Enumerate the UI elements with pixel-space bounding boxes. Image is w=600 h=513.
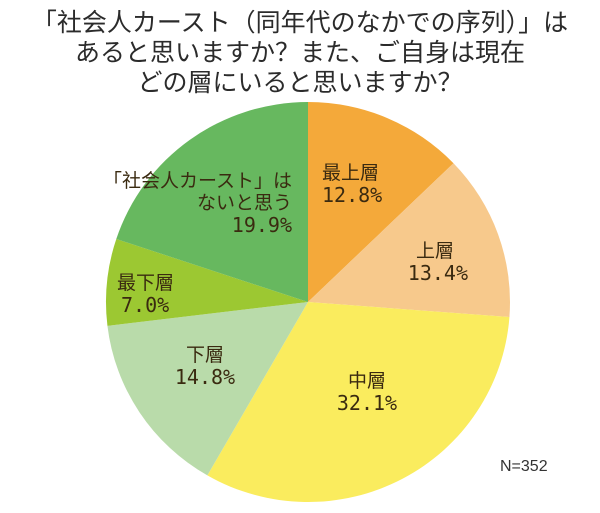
sample-size-label: N=352 (500, 458, 548, 475)
pie-slice (116, 102, 308, 302)
slice-label-lower-layer: 下層 14.8% (165, 344, 245, 388)
pie-slice (308, 102, 454, 302)
slice-label-percent: 14.8% (174, 365, 236, 389)
slice-label-text: 中層 (347, 370, 386, 392)
slice-label-middle-layer: 中層 32.1% (327, 370, 407, 414)
slice-label-percent: 19.9% (231, 213, 292, 237)
slice-label-percent: 32.1% (336, 391, 398, 415)
slice-label-percent: 7.0% (121, 293, 170, 317)
chart-title-line1: 「社会人カースト（同年代のなかでの序列）」は (31, 8, 569, 37)
chart-title-line3: どの層にいると思いますか？ (137, 68, 463, 97)
pie-slice (207, 302, 510, 502)
chart-title: 「社会人カースト（同年代のなかでの序列）」は あると思いますか？また、ご自身は現… (0, 8, 600, 98)
slice-label-text: 上層 (415, 240, 454, 262)
pie-slice (107, 302, 308, 476)
slice-label-bottom-layer: 最下層 7.0% (117, 272, 174, 316)
slice-label-top-layer: 最上層 12.8% (322, 162, 382, 206)
slice-label-percent: 12.8% (322, 183, 383, 207)
slice-label-text: 下層 (185, 344, 224, 366)
slice-label-upper-layer: 上層 13.4% (396, 240, 468, 284)
slice-label-text-line1: 「社会人カースト」は (102, 170, 292, 192)
slice-label-no-caste: 「社会人カースト」は ないと思う 19.9% (40, 170, 292, 236)
slice-label-text: 最上層 (322, 162, 380, 184)
slice-label-text-line2: ないと思う (196, 192, 292, 214)
slice-label-text: 最下層 (117, 272, 175, 294)
slice-label-percent: 13.4% (407, 261, 468, 285)
pie-slice (106, 239, 308, 326)
pie-slice (308, 163, 510, 318)
chart-title-line2: あると思いますか？また、ご自身は現在 (74, 38, 525, 67)
